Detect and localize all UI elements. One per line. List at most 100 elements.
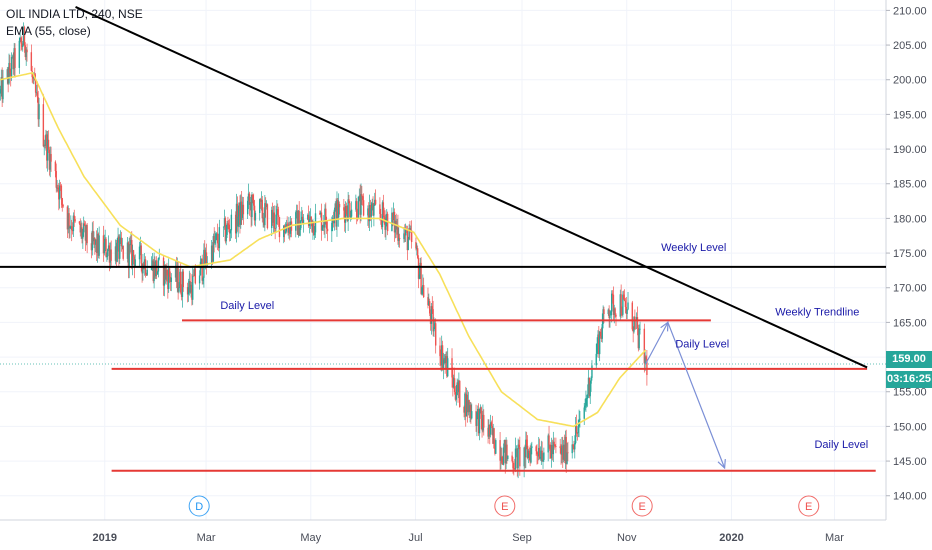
candle-body [259, 199, 261, 213]
candle-body [614, 308, 616, 315]
candle-body [549, 444, 551, 451]
candle-body [176, 268, 178, 282]
candle-body [428, 301, 430, 306]
candle-body [507, 455, 509, 460]
candle-body [138, 246, 141, 260]
candle-body [288, 224, 290, 233]
candle-body [394, 220, 397, 233]
candle-body [523, 447, 525, 467]
candle-body [224, 218, 227, 242]
dividend-marker [188, 495, 210, 517]
candle-body [265, 203, 267, 208]
chart-legend: OIL INDIA LTD, 240, NSE EMA (55, close) [6, 6, 143, 40]
candle-body [455, 394, 458, 400]
candle-body [611, 293, 613, 312]
candle-body [382, 202, 385, 216]
y-tick-label: 185.00 [893, 179, 927, 191]
x-tick-label: 2020 [719, 532, 743, 544]
candle-body [560, 448, 562, 455]
candle-body [319, 212, 322, 215]
candle-body [575, 425, 578, 434]
candle-body [84, 225, 87, 241]
candle-body [174, 265, 177, 278]
candle-body [442, 360, 445, 369]
candle-body [70, 226, 72, 228]
arrow-head-down [717, 458, 726, 470]
candle-body [178, 287, 180, 292]
candle-body [428, 301, 431, 314]
candle-body [349, 203, 351, 218]
candle-body [417, 257, 420, 279]
candle-body [416, 248, 418, 250]
candle-body [613, 308, 615, 315]
candle-body [119, 237, 122, 239]
annotation-label: Daily Level [675, 338, 729, 350]
candle-body [631, 302, 634, 330]
candle-body [374, 199, 376, 206]
candle-body [331, 222, 333, 232]
candle-body [392, 211, 395, 221]
candle-body [6, 69, 8, 79]
candle-body [562, 445, 564, 460]
candle-body [34, 80, 37, 93]
candle-body [585, 398, 587, 406]
candle-body [46, 134, 48, 161]
candle-body [58, 185, 61, 200]
candle-body [262, 217, 264, 219]
candle-body [433, 327, 435, 332]
candle-body [440, 356, 442, 366]
candle-body [165, 270, 167, 280]
candle-body [487, 427, 489, 437]
candle-body [367, 208, 369, 216]
candle-body [92, 230, 94, 242]
candle-body [145, 274, 148, 276]
candle-body [495, 440, 497, 454]
candle-body [451, 358, 453, 378]
candle-body [528, 450, 530, 454]
candle-body [8, 62, 10, 84]
candle-body [443, 358, 445, 361]
annotations: Weekly Level Daily Level Weekly Trendline D… [220, 242, 868, 451]
candle-body [452, 377, 454, 388]
candle-body [396, 224, 398, 230]
candle-body [30, 52, 33, 71]
candle-body [572, 444, 574, 446]
candle-body [250, 202, 252, 218]
candle-body [526, 439, 528, 446]
candle-body [199, 261, 202, 276]
candle-body [313, 232, 316, 236]
candle-body [299, 227, 301, 236]
candle-body [515, 448, 518, 450]
candle-body [251, 194, 253, 218]
candle-body [96, 233, 99, 253]
annotation-label: Weekly Trendline [775, 306, 859, 318]
candle-body [239, 202, 241, 225]
candle-body [133, 256, 136, 268]
candle-body [150, 266, 153, 270]
candle-body [132, 250, 135, 257]
candle-body [596, 343, 598, 354]
candle-body [493, 428, 495, 449]
candle-body [252, 200, 255, 206]
candle-body [465, 393, 467, 417]
candle-body [213, 236, 215, 244]
candle-body [283, 225, 285, 238]
candle-body [463, 407, 465, 413]
candle-body [61, 197, 63, 205]
candle-body [645, 356, 647, 360]
candle-body [325, 208, 327, 222]
candle-body [511, 455, 513, 462]
candle-body [229, 230, 232, 234]
candle-body [492, 428, 494, 436]
candle-body [584, 405, 586, 408]
candle-body [625, 306, 627, 314]
candle-body [379, 204, 381, 214]
candle-body [598, 334, 600, 355]
candle-body [151, 260, 154, 267]
candle-body [623, 294, 625, 300]
candle-body [202, 277, 204, 281]
candle-body [620, 294, 622, 314]
candle-body [459, 380, 461, 408]
candle-body [129, 244, 131, 246]
